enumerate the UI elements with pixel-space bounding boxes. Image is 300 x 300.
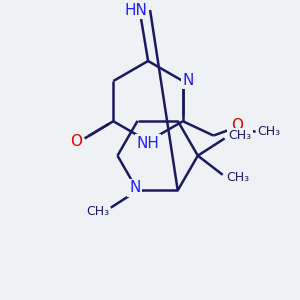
Text: CH₃: CH₃ [257,125,280,138]
Text: O: O [70,134,82,149]
Text: CH₃: CH₃ [228,129,251,142]
Text: CH₃: CH₃ [86,205,109,218]
Text: NH: NH [136,136,160,151]
Text: O: O [231,118,243,133]
Text: N: N [129,180,140,195]
Text: N: N [183,73,194,88]
Text: HN: HN [124,3,147,18]
Text: CH₃: CH₃ [226,171,250,184]
